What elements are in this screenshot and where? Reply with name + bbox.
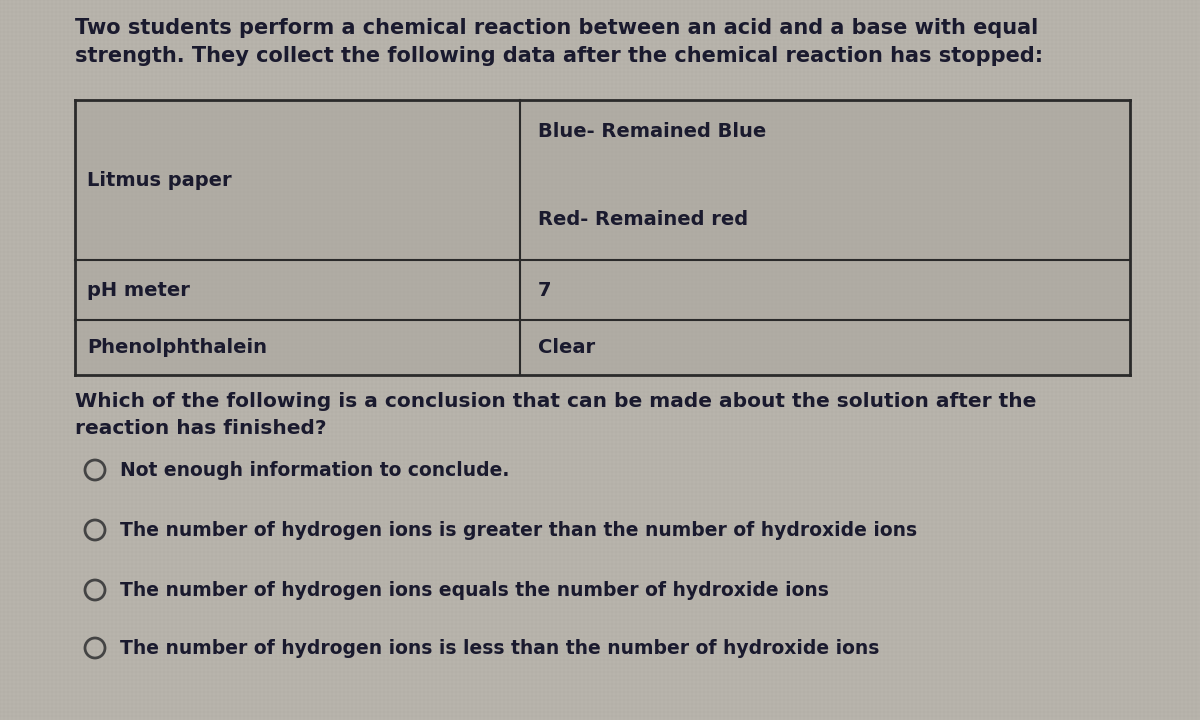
Text: Not enough information to conclude.: Not enough information to conclude. [120, 461, 509, 480]
Text: Clear: Clear [538, 338, 595, 357]
FancyBboxPatch shape [74, 100, 1130, 260]
Text: The number of hydrogen ions equals the number of hydroxide ions: The number of hydrogen ions equals the n… [120, 580, 829, 600]
Text: pH meter: pH meter [88, 281, 190, 300]
FancyBboxPatch shape [74, 320, 1130, 375]
FancyBboxPatch shape [74, 260, 1130, 320]
Text: Which of the following is a conclusion that can be made about the solution after: Which of the following is a conclusion t… [74, 392, 1037, 438]
Text: The number of hydrogen ions is less than the number of hydroxide ions: The number of hydrogen ions is less than… [120, 639, 880, 657]
Text: Litmus paper: Litmus paper [88, 171, 232, 189]
Text: 7: 7 [538, 281, 552, 300]
Text: Blue- Remained Blue: Blue- Remained Blue [538, 122, 767, 141]
Text: Two students perform a chemical reaction between an acid and a base with equal
s: Two students perform a chemical reaction… [74, 18, 1043, 66]
Text: The number of hydrogen ions is greater than the number of hydroxide ions: The number of hydrogen ions is greater t… [120, 521, 917, 539]
Text: Phenolphthalein: Phenolphthalein [88, 338, 266, 357]
Text: Red- Remained red: Red- Remained red [538, 210, 748, 229]
